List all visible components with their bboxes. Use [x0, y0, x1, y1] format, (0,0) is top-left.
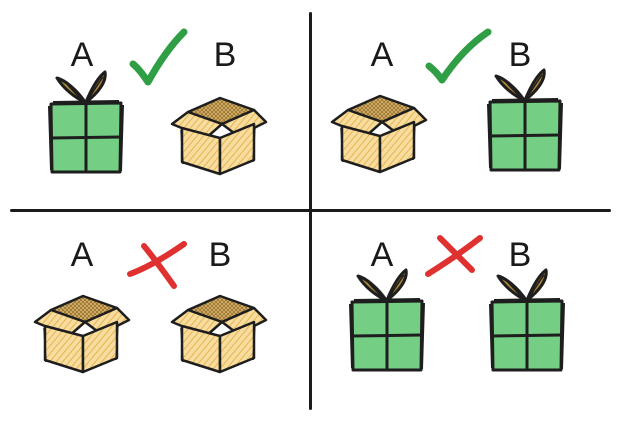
cross-icon [422, 230, 486, 284]
gift-icon [346, 266, 428, 374]
gift-icon [486, 266, 568, 374]
check-icon [128, 26, 190, 88]
open-box-icon [168, 290, 268, 374]
check-icon [424, 26, 492, 84]
gift-icon [45, 68, 127, 176]
label-a: A [362, 38, 402, 72]
horizontal-divider [10, 209, 611, 212]
label-b: B [205, 38, 245, 72]
open-box-icon [328, 90, 428, 174]
open-box-icon [26, 290, 136, 374]
label-a: A [62, 38, 102, 72]
open-box-icon [168, 92, 268, 176]
cross-icon [124, 236, 190, 292]
label-a: A [62, 238, 102, 272]
gift-icon [484, 66, 566, 174]
label-b: B [200, 238, 240, 272]
